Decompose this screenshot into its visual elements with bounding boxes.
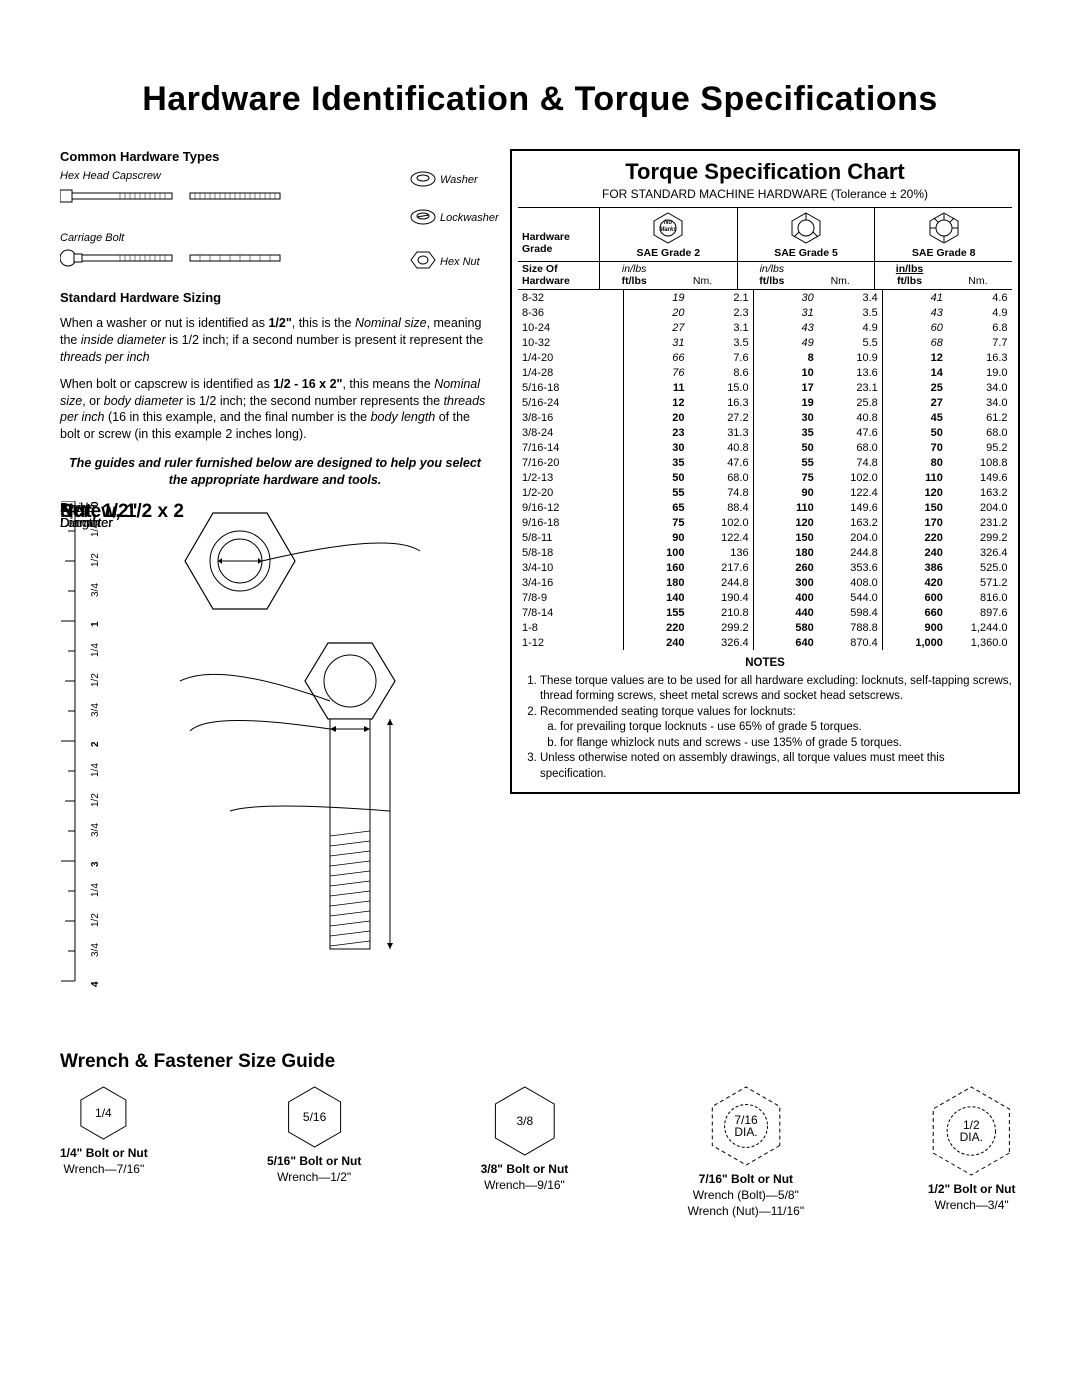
torque-table: 8-32192.1303.4414.68-36202.3313.5434.910… [518,290,1012,650]
grade-8-icon [924,210,964,246]
table-row: 8-32192.1303.4414.6 [518,290,1012,305]
torque-title: Torque Specification Chart [518,159,1012,185]
table-row: 9/16-1875102.0120163.2170231.2 [518,515,1012,530]
svg-text:1/4: 1/4 [96,1106,113,1120]
carriage-bolt-icon [60,246,290,270]
wrench-size-item: 1/2DIA. 1/2" Bolt or Nut Wrench—3/4" [923,1085,1020,1220]
grade-header-row: HardwareGrade NoMarks SAE Grade 2 SAE Gr… [518,207,1012,262]
washer-label: Washer [440,174,478,186]
lockwasher-label: Lockwasher [440,212,499,224]
ruler-tick-label: 1/2 [90,553,101,567]
page-title: Hardware Identification & Torque Specifi… [60,80,1020,119]
wrench-guide-title: Wrench & Fastener Size Guide [60,1051,1020,1073]
washer-icon [410,170,436,188]
ruler-tick-label: 1/4 [90,763,101,777]
note-2b: for flange whizlock nuts and screws - us… [560,736,1012,752]
common-hw-heading: Common Hardware Types [60,149,490,164]
nut-screw-diagram: Nut, 1/2" InsideDiameter Screw, 1/2 x 2 … [60,501,490,1021]
sizing-heading: Standard Hardware Sizing [60,290,490,305]
table-row: 7/8-9140190.4400544.0600816.0 [518,590,1012,605]
hex-capscrew-label: Hex Head Capscrew [60,170,161,182]
grade-2-icon: NoMarks [648,210,688,246]
hexnut-icon [410,250,436,270]
torque-notes: NOTES These torque values are to be used… [518,656,1012,782]
wrench-size-item: 7/16DIA. 7/16" Bolt or Nut Wrench (Bolt)… [688,1085,805,1220]
table-row: 5/16-181115.01723.12534.0 [518,380,1012,395]
wrench-size-item: 1/4 1/4" Bolt or Nut Wrench—7/16" [60,1085,148,1220]
table-row: 10-24273.1434.9606.8 [518,320,1012,335]
ruler-tick-label: 2 [90,741,101,747]
hex-size-icon: 3/8 [487,1085,563,1157]
table-row: 1/2-135068.075102.0110149.6 [518,470,1012,485]
lockwasher-icon [410,208,436,226]
table-row: 8-36202.3313.5434.9 [518,305,1012,320]
grade-5-header: SAE Grade 5 [738,208,876,261]
table-row: 5/8-18100136180244.8240326.4 [518,545,1012,560]
table-row: 1/2-205574.890122.4120163.2 [518,485,1012,500]
hex-size-icon: 7/16DIA. [703,1085,789,1167]
ruler-tick-label: 3/4 [90,703,101,717]
table-row: 5/16-241216.31925.82734.0 [518,395,1012,410]
table-row: 3/8-162027.23040.84561.2 [518,410,1012,425]
note-2a: for prevailing torque locknuts - use 65%… [560,720,1012,736]
ruler-tick-label: 1/2 [90,673,101,687]
hex-size-icon: 1/2DIA. [923,1085,1020,1177]
svg-text:5/16: 5/16 [302,1110,326,1124]
table-row: 7/16-143040.85068.07095.2 [518,440,1012,455]
note-1: These torque values are to be used for a… [540,674,1012,705]
grade-5-icon [786,210,826,246]
table-row: 10-32313.5495.5687.7 [518,335,1012,350]
torque-subtitle: FOR STANDARD MACHINE HARDWARE (Tolerance… [518,187,1012,201]
notes-heading: NOTES [518,656,1012,672]
table-row: 3/4-16180244.8300408.0420571.2 [518,575,1012,590]
svg-text:No: No [664,220,672,226]
ruler-tick-label: 3/4 [90,583,101,597]
ruler-tick-label: 3 [90,861,101,867]
table-row: 1/4-20667.6810.91216.3 [518,350,1012,365]
hex-size-icon: 5/16 [281,1085,348,1149]
table-row: 1/4-28768.61013.61419.0 [518,365,1012,380]
table-row: 1-8220299.2580788.89001,244.0 [518,620,1012,635]
ruler-tick-label: 0 [90,501,101,507]
ruler-tick-label: 1/4 [90,643,101,657]
hardware-grade-label: HardwareGrade [518,208,600,261]
table-row: 3/4-10160217.6260353.6386525.0 [518,560,1012,575]
svg-text:7/16DIA.: 7/16DIA. [734,1113,758,1139]
table-row: 5/8-1190122.4150204.0220299.2 [518,530,1012,545]
svg-text:1/2DIA.: 1/2DIA. [960,1118,983,1144]
table-row: 7/8-14155210.8440598.4660897.6 [518,605,1012,620]
ruler-tick-label: 1/4 [90,883,101,897]
grade-2-header: NoMarks SAE Grade 2 [600,208,738,261]
table-row: 7/16-203547.65574.880108.8 [518,455,1012,470]
hex-size-icon: 1/4 [74,1085,133,1141]
note-3: Unless otherwise noted on assembly drawi… [540,751,1012,782]
carriage-bolt-label: Carriage Bolt [60,232,124,244]
sizing-para-2: When bolt or capscrew is identified as 1… [60,376,490,444]
hexnut-label: Hex Nut [440,256,480,268]
wrench-size-item: 5/16 5/16" Bolt or Nut Wrench—1/2" [267,1085,361,1220]
sizing-para-1: When a washer or nut is identified as 1/… [60,315,490,366]
torque-spec-box: Torque Specification Chart FOR STANDARD … [510,149,1020,794]
table-row: 1-12240326.4640870.41,0001,360.0 [518,635,1012,650]
ruler-tick-label: 3/4 [90,823,101,837]
ruler-tick-label: 1 [90,621,101,627]
guide-note: The guides and ruler furnished below are… [60,455,490,489]
ruler-tick-label: 1/4 [90,523,101,537]
table-row: 3/8-242331.33547.65068.0 [518,425,1012,440]
wrench-size-item: 3/8 3/8" Bolt or Nut Wrench—9/16" [481,1085,569,1220]
ruler-tick-label: 1/2 [90,793,101,807]
grade-8-header: SAE Grade 8 [875,208,1012,261]
unit-header-row: Size OfHardware in/lbsft/lbsNm. in/lbsft… [518,262,1012,290]
ruler-tick-label: 1/2 [90,913,101,927]
hex-capscrew-icon [60,184,290,208]
table-row: 9/16-126588.4110149.6150204.0 [518,500,1012,515]
note-2: Recommended seating torque values for lo… [540,705,1012,752]
hardware-types-diagram: Hex Head Capscrew Carriage Bolt Washer L… [60,170,490,290]
ruler-tick-label: 3/4 [90,943,101,957]
svg-text:Marks: Marks [660,227,678,233]
ruler-tick-label: 4 [90,981,101,987]
wrench-guide-section: Wrench & Fastener Size Guide 1/4 1/4" Bo… [60,1051,1020,1220]
svg-text:3/8: 3/8 [516,1114,533,1128]
